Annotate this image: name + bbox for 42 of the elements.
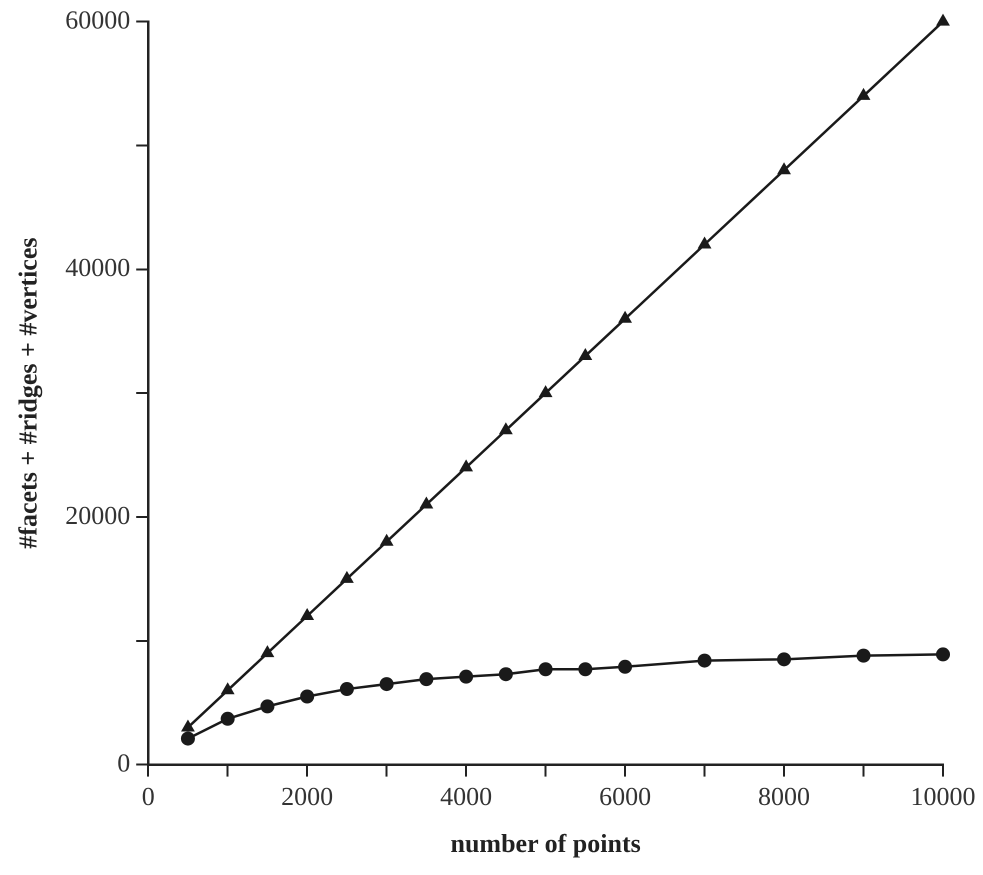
x-tick-label: 2000 [281, 782, 334, 812]
point [260, 699, 274, 714]
y-axis-title: #facets + #ridges + #vertices [13, 238, 42, 549]
point [538, 662, 553, 676]
point [578, 348, 592, 360]
point [419, 496, 434, 509]
point [380, 677, 394, 692]
point [300, 689, 314, 704]
point [618, 660, 632, 674]
point [578, 662, 592, 676]
point [498, 422, 513, 434]
y-tick-label: 60000 [65, 5, 130, 34]
point [180, 732, 195, 746]
point [459, 459, 474, 472]
x-tick-label: 4000 [440, 782, 492, 812]
point [777, 162, 791, 174]
point [220, 712, 235, 726]
point [380, 534, 394, 546]
x-axis-title: number of points [450, 829, 641, 858]
point [936, 14, 950, 26]
point [260, 645, 274, 658]
point [618, 310, 632, 323]
x-tick-label: 10000 [910, 782, 976, 812]
point [340, 682, 354, 696]
point [936, 647, 950, 662]
point [698, 654, 712, 668]
point [498, 667, 513, 682]
x-tick-label: 8000 [758, 782, 810, 812]
x-tick-label: 6000 [599, 782, 652, 812]
y-tick-label: 0 [117, 748, 130, 778]
point [300, 608, 314, 620]
point [856, 88, 870, 100]
x-tick-label: 0 [142, 782, 155, 812]
point [777, 652, 792, 666]
point [856, 648, 871, 663]
y-tick-label: 20000 [65, 500, 130, 530]
point [419, 672, 434, 686]
point [538, 385, 553, 398]
point [459, 670, 474, 684]
point [340, 570, 354, 583]
y-tick-label: 40000 [65, 253, 130, 282]
point [698, 236, 712, 248]
